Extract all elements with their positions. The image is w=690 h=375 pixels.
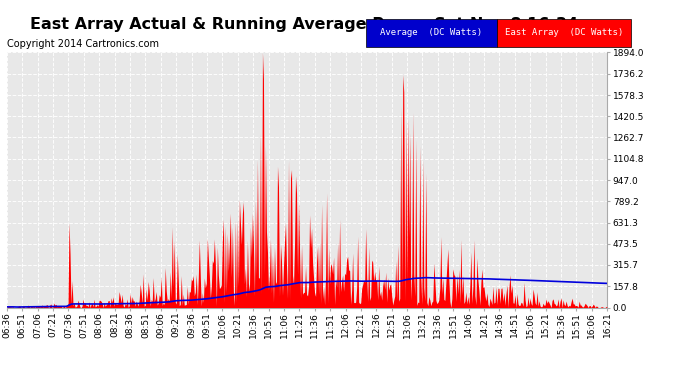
Text: East Array  (DC Watts): East Array (DC Watts) [505, 28, 623, 38]
Text: East Array Actual & Running Average Power Sat Nov 8 16:34: East Array Actual & Running Average Powe… [30, 17, 578, 32]
Text: Copyright 2014 Cartronics.com: Copyright 2014 Cartronics.com [7, 39, 159, 50]
Text: Average  (DC Watts): Average (DC Watts) [380, 28, 482, 38]
